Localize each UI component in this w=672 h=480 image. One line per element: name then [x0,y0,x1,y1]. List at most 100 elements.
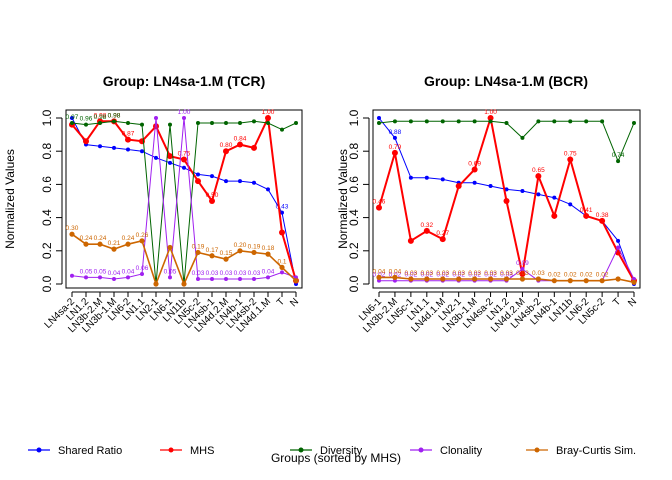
data-label: 1.00 [178,109,191,116]
data-point [504,120,509,125]
data-point [84,122,88,127]
x-tick-label: T [611,296,623,308]
data-point [536,192,541,197]
data-point [519,271,526,278]
y-tick-label: 0.4 [40,209,54,226]
chart-title-1: Group: LN4sa-1.M (TCR) [103,73,266,89]
data-point [252,180,256,185]
data-point [266,120,270,125]
data-point [377,116,381,120]
data-label: 0.1 [277,258,286,265]
data-point [519,276,526,282]
data-label: 0.03 [516,270,529,277]
data-point [237,141,243,148]
data-label: 0.15 [220,250,233,257]
data-point [84,275,88,280]
data-point [503,198,510,204]
data-label: 0.03 [405,270,418,277]
data-label: 0.84 [234,136,247,143]
data-point [98,275,102,280]
data-point [551,212,558,219]
legend-marker [168,447,174,453]
data-point [266,275,270,280]
data-point [154,155,158,160]
data-label: 0.88 [389,129,402,136]
data-label: 0.75 [564,151,577,158]
data-label: 0.18 [262,245,275,252]
data-label: 0.98 [94,112,107,119]
data-point [70,120,74,125]
legend-entry: MHS [190,445,214,457]
data-point [488,119,493,124]
data-point [294,120,298,125]
data-point [536,119,541,124]
data-point [616,238,621,243]
y-tick-label: 0.2 [40,242,54,259]
data-label: 0.97 [66,114,79,121]
data-label: 0.26 [136,232,149,239]
data-label: 0.02 [580,272,593,279]
data-point [599,278,605,284]
y-tick-label: 0.6 [347,176,361,193]
data-point [182,165,186,170]
data-label: 0.02 [564,272,577,279]
data-point [616,245,621,250]
plot-frame-1 [65,109,303,289]
x-tick-label: N [626,296,639,309]
data-point [83,241,89,247]
y-tick-label: 0.0 [347,275,361,292]
data-point [126,120,130,125]
data-point [456,119,461,124]
data-label: 0.03 [234,270,247,277]
y-tick-label: 0.4 [347,209,361,226]
data-point [408,175,413,180]
data-point [391,149,398,156]
data-point [167,153,173,160]
y-tick-label: 0.6 [40,176,54,193]
data-point [251,144,257,151]
data-point [408,119,413,124]
data-point [252,277,256,282]
data-point [224,120,228,125]
data-point [520,189,525,194]
legend-marker [36,447,42,453]
data-point [472,180,477,185]
data-point [237,248,243,254]
data-point [392,274,398,280]
plot-frame-2 [372,109,641,289]
y-tick-label: 0.8 [40,143,54,160]
data-point [182,116,186,120]
data-label: 0.24 [94,235,107,242]
series-line-diversity [71,120,297,285]
y-tick-label: 1.0 [347,109,361,126]
data-point [520,135,525,140]
data-point [535,276,541,282]
data-point [616,159,621,164]
x-tick-label: N [288,296,301,309]
legend-entry: Diversity [320,445,363,457]
data-point [535,173,542,180]
data-point [424,119,429,124]
data-label: 0.24 [122,235,135,242]
data-label: 0.02 [452,272,465,279]
data-point [439,236,446,243]
chart-title-2: Group: LN4sa-1.M (BCR) [424,73,588,89]
data-point [210,174,214,179]
y-tick-label: 1.0 [40,109,54,126]
data-point [423,227,430,234]
data-point [140,149,144,154]
data-point [154,116,158,120]
data-label: 0.03 [220,270,233,277]
legend-entry: Shared Ratio [58,445,122,457]
data-label: 0.65 [532,167,545,174]
data-label: 0.19 [192,243,205,250]
data-label: 0.46 [373,199,386,206]
series-line-shared-ratio [71,117,297,285]
data-point [293,278,299,284]
data-point [472,119,477,124]
data-point [279,264,285,270]
legend-marker [534,447,540,453]
data-point [407,237,414,244]
data-point [455,183,462,190]
